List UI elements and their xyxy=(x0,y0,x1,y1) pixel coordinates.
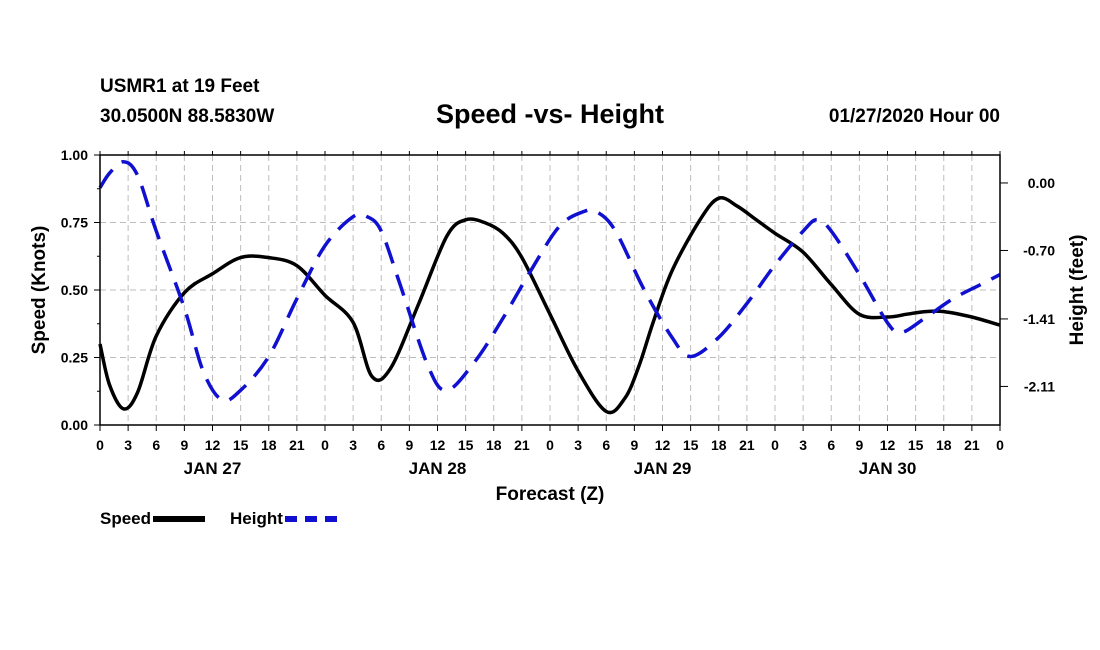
series-line-speed xyxy=(98,196,1001,415)
forecast-date: 01/27/2020 Hour 00 xyxy=(828,106,1000,127)
x-tick-label: 21 xyxy=(289,437,305,453)
x-tick-label: 0 xyxy=(996,437,1004,453)
legend-speed: Speed xyxy=(100,509,206,529)
x-tick-label: 12 xyxy=(655,437,671,453)
legend-height: Height xyxy=(230,509,337,529)
x-tick-label: 3 xyxy=(124,437,132,453)
x-axis-label: Forecast (Z) xyxy=(496,484,605,505)
x-tick-label: 6 xyxy=(602,437,610,453)
y-tick-label: 0.25 xyxy=(61,350,88,366)
station-label: USMR1 at 19 Feet xyxy=(100,76,260,97)
x-tick-label: 18 xyxy=(261,437,277,453)
legend-speed-label: Speed xyxy=(100,509,152,528)
x-tick-label: 12 xyxy=(430,437,446,453)
x-tick-label: 9 xyxy=(180,437,188,453)
x-tick-label: 21 xyxy=(514,437,530,453)
x-tick-label: 18 xyxy=(711,437,727,453)
day-label: JAN 27 xyxy=(184,459,242,478)
legend-speed-swatch xyxy=(153,516,206,522)
legend-height-swatch xyxy=(284,516,337,522)
x-tick-label: 0 xyxy=(96,437,104,453)
legend-height-label: Height xyxy=(230,509,283,528)
x-tick-label: 15 xyxy=(908,437,924,453)
day-label: JAN 28 xyxy=(409,459,467,478)
day-label: JAN 30 xyxy=(859,459,917,478)
x-tick-label: 15 xyxy=(683,437,699,453)
y-tick-label: 0.75 xyxy=(61,215,88,231)
y2-tick-label: -0.70 xyxy=(1023,242,1055,258)
y-axis-label-left: Speed (Knots) xyxy=(29,226,50,355)
y2-tick-label: 0.00 xyxy=(1028,175,1055,191)
x-tick-label: 6 xyxy=(827,437,835,453)
chart-axes: 0 3 6 9 12 15 18 21 0 3 6 9 12 15 18 21 0 3 6 9 12 15 18 21 0 3 6 9… xyxy=(61,147,1055,478)
x-tick-label: 0 xyxy=(771,437,779,453)
chart-title: Speed -vs- Height xyxy=(0,99,1100,130)
station-coordinates: 30.0500N 88.5830W xyxy=(100,106,275,127)
x-tick-label: 12 xyxy=(205,437,221,453)
x-tick-label: 15 xyxy=(458,437,474,453)
y-tick-label: 0.00 xyxy=(61,417,88,433)
chart-title-text: Speed -vs- Height xyxy=(435,99,665,129)
y-tick-label: 0.50 xyxy=(61,282,88,298)
x-tick-label: 21 xyxy=(964,437,980,453)
x-tick-label: 3 xyxy=(574,437,582,453)
x-tick-label: 3 xyxy=(349,437,357,453)
x-tick-label: 12 xyxy=(880,437,896,453)
x-tick-label: 18 xyxy=(486,437,502,453)
x-tick-label: 0 xyxy=(546,437,554,453)
x-tick-label: 0 xyxy=(321,437,329,453)
chart-series-group xyxy=(98,160,1001,415)
y-axis-label-right: Height (feet) xyxy=(1067,235,1088,346)
y-tick-label: 1.00 xyxy=(61,147,88,163)
day-label: JAN 29 xyxy=(634,459,692,478)
x-tick-label: 18 xyxy=(936,437,952,453)
series-line-height xyxy=(98,160,1001,403)
x-tick-label: 6 xyxy=(152,437,160,453)
x-tick-label: 9 xyxy=(630,437,638,453)
x-tick-label: 6 xyxy=(377,437,385,453)
x-tick-label: 9 xyxy=(405,437,413,453)
y2-tick-label: -2.11 xyxy=(1024,378,1055,394)
x-tick-label: 9 xyxy=(855,437,863,453)
y2-tick-label: -1.41 xyxy=(1023,311,1055,327)
chart-grid xyxy=(100,155,1000,425)
x-tick-label: 21 xyxy=(739,437,755,453)
x-tick-label: 3 xyxy=(799,437,807,453)
x-tick-label: 15 xyxy=(233,437,249,453)
